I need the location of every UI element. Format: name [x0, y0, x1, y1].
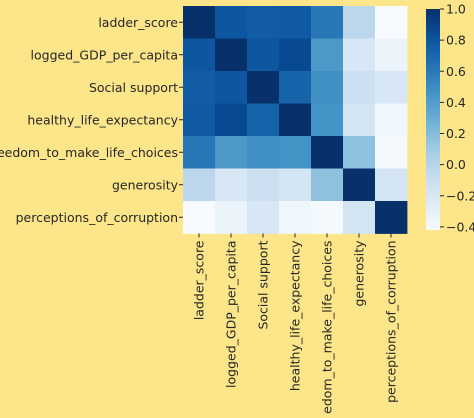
heatmap-cell [183, 103, 216, 137]
row-label: healthy_life_expectancy [27, 112, 178, 127]
heatmap-cell [343, 201, 376, 234]
colorbar-tick-label: 0.2 [446, 126, 466, 141]
heatmap-cell [375, 136, 408, 169]
row-labels: ladder_score logged_GDP_per_capita Social … [0, 15, 183, 225]
heatmap-cell [279, 201, 312, 234]
heatmap-cell [183, 136, 216, 169]
column-label: logged_GDP_per_capita [224, 241, 239, 388]
heatmap-cell [247, 38, 280, 72]
row-label: Social support [89, 80, 178, 95]
heatmap-cell [215, 103, 248, 137]
heatmap-cell [183, 38, 216, 72]
heatmap-cell [343, 71, 376, 104]
colorbar-gradient [426, 9, 440, 230]
heatmap-cell [375, 6, 408, 39]
colorbar-tick-label: −0.4 [446, 219, 474, 234]
column-label: Social support [256, 240, 271, 329]
column-label: freedom_to_make_life_choices [320, 241, 335, 415]
row-label: ladder_score [98, 15, 178, 30]
heatmap-cell [247, 201, 280, 234]
heatmap-cell [247, 6, 280, 39]
column-label: ladder_score [192, 240, 207, 320]
heatmap-cell [247, 168, 280, 202]
heatmap-cell [215, 71, 248, 104]
heatmap-cell [311, 136, 344, 169]
colorbar: 1.0 0.8 0.6 0.4 0.2 0.0 −0.2 −0.4 [426, 2, 474, 234]
heatmap-cell [311, 168, 344, 202]
row-label: generosity [112, 177, 179, 192]
colorbar-tick-label: 0.4 [446, 95, 466, 110]
heatmap-cell [279, 103, 312, 137]
heatmap-cell [247, 71, 280, 104]
colorbar-tick-label: 0.0 [446, 157, 466, 172]
colorbar-tick-label: 0.6 [446, 64, 466, 79]
heatmap-cell [183, 168, 216, 202]
heatmap-cell [343, 6, 376, 39]
heatmap-cell [375, 201, 408, 234]
heatmap-cell [279, 38, 312, 72]
heatmap-cell [279, 168, 312, 202]
heatmap-cell [215, 136, 248, 169]
heatmap-cell [375, 168, 408, 202]
column-label: perceptions_of_corruption [384, 241, 399, 403]
heatmap-cell [279, 136, 312, 169]
heatmap-cell [183, 201, 216, 234]
heatmap-cell [311, 103, 344, 137]
colorbar-tick-label: −0.2 [446, 188, 474, 203]
column-label: healthy_life_expectancy [288, 240, 303, 391]
heatmap-cell [279, 71, 312, 104]
heatmap-cell [311, 38, 344, 72]
heatmap-cell [343, 103, 376, 137]
heatmap-cell [215, 38, 248, 72]
heatmap-cell [247, 103, 280, 137]
heatmap-cell [183, 71, 216, 104]
heatmap-cells [183, 6, 408, 234]
row-label: perceptions_of_corruption [16, 210, 178, 225]
heatmap-cell [343, 38, 376, 72]
colorbar-tick-label: 0.8 [446, 33, 466, 48]
heatmap-cell [375, 103, 408, 137]
heatmap-cell [215, 6, 248, 39]
heatmap-cell [311, 6, 344, 39]
heatmap-cell [215, 201, 248, 234]
heatmap-cell [343, 168, 376, 202]
heatmap-cell [215, 168, 248, 202]
heatmap-cell [375, 38, 408, 72]
heatmap-cell [247, 136, 280, 169]
row-label: logged_GDP_per_capita [31, 47, 178, 62]
heatmap-cell [311, 201, 344, 234]
column-labels: ladder_score logged_GDP_per_capita Social … [192, 233, 399, 418]
heatmap-cell [279, 6, 312, 39]
row-label: freedom_to_make_life_choices [0, 145, 178, 160]
heatmap-cell [375, 71, 408, 104]
heatmap-cell [183, 6, 216, 39]
heatmap-cell [343, 136, 376, 169]
column-label: generosity [352, 240, 367, 307]
heatmap-cell [311, 71, 344, 104]
colorbar-tick-label: 1.0 [446, 2, 466, 17]
